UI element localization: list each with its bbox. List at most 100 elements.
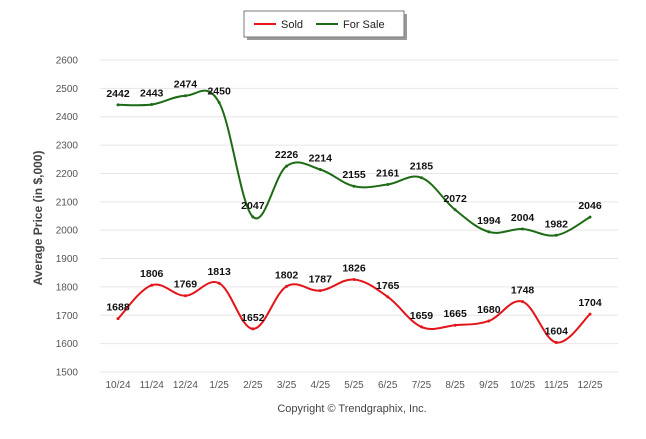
data-point-sold-3-25 bbox=[285, 284, 289, 288]
y-tick-label-2300: 2300 bbox=[56, 141, 79, 152]
y-axis-title: Average Price (in $,000) bbox=[31, 151, 45, 286]
x-tick-label-12-25: 12/25 bbox=[577, 380, 602, 391]
x-tick-label-11-25: 11/25 bbox=[544, 380, 569, 391]
data-point-for-sale-4-25 bbox=[318, 167, 322, 171]
data-label-sold-3-25: 1802 bbox=[275, 269, 299, 281]
x-tick-label-8-25: 8/25 bbox=[445, 380, 465, 391]
data-point-sold-1-25 bbox=[217, 281, 221, 285]
x-tick-label-10-24: 10/24 bbox=[105, 380, 130, 391]
legend: Sold For Sale bbox=[243, 10, 407, 40]
y-tick-label-2000: 2000 bbox=[56, 226, 79, 237]
data-point-for-sale-7-25 bbox=[419, 176, 423, 180]
data-point-for-sale-3-25 bbox=[285, 164, 289, 168]
y-tick-label-2500: 2500 bbox=[56, 84, 79, 95]
y-tick-label-2200: 2200 bbox=[56, 169, 79, 180]
data-point-for-sale-12-25 bbox=[588, 215, 592, 219]
data-point-for-sale-12-24 bbox=[183, 94, 187, 98]
data-point-for-sale-10-24 bbox=[116, 103, 120, 107]
data-label-for-sale-10-24: 2442 bbox=[106, 88, 130, 100]
x-tick-label-9-25: 9/25 bbox=[479, 380, 499, 391]
data-label-for-sale-6-25: 2161 bbox=[376, 168, 400, 180]
data-label-sold-1-25: 1813 bbox=[207, 266, 231, 278]
data-point-sold-11-24 bbox=[150, 283, 154, 287]
series-line-for-sale bbox=[117, 89, 591, 237]
data-label-for-sale-3-25: 2226 bbox=[275, 149, 299, 161]
x-tick-label-2-25: 2/25 bbox=[243, 380, 263, 391]
data-label-sold-11-24: 1806 bbox=[140, 268, 164, 280]
data-label-sold-12-25: 1704 bbox=[578, 297, 602, 309]
data-label-for-sale-1-25: 2450 bbox=[207, 86, 231, 98]
x-tick-label-5-25: 5/25 bbox=[344, 380, 364, 391]
data-point-sold-6-25 bbox=[386, 295, 390, 299]
data-label-sold-7-25: 1659 bbox=[410, 310, 434, 322]
data-point-for-sale-11-25 bbox=[554, 233, 558, 237]
data-point-for-sale-8-25 bbox=[453, 208, 457, 212]
x-tick-label-10-25: 10/25 bbox=[510, 380, 535, 391]
x-tick-label-6-25: 6/25 bbox=[378, 380, 398, 391]
y-tick-label-2400: 2400 bbox=[56, 112, 79, 123]
data-label-for-sale-9-25: 1994 bbox=[477, 215, 501, 227]
y-tick-label-1600: 1600 bbox=[56, 339, 79, 350]
data-label-sold-10-25: 1748 bbox=[511, 285, 535, 297]
data-label-for-sale-2-25: 2047 bbox=[241, 200, 265, 212]
data-label-for-sale-5-25: 2155 bbox=[342, 169, 366, 181]
data-point-sold-10-25 bbox=[521, 300, 525, 304]
data-point-sold-11-25 bbox=[554, 341, 558, 345]
data-label-for-sale-8-25: 2072 bbox=[443, 193, 467, 205]
data-point-sold-12-24 bbox=[183, 294, 187, 298]
copyright-footer: Copyright © Trendgraphix, Inc. bbox=[277, 403, 426, 415]
data-point-for-sale-5-25 bbox=[352, 184, 356, 188]
series-lines bbox=[116, 89, 592, 345]
data-point-for-sale-9-25 bbox=[487, 230, 491, 234]
x-tick-label-4-25: 4/25 bbox=[311, 380, 331, 391]
legend-label-sold: Sold bbox=[281, 19, 303, 31]
data-label-sold-12-24: 1769 bbox=[174, 279, 198, 291]
data-label-for-sale-11-25: 1982 bbox=[545, 218, 569, 230]
x-axis-ticks: 10/24 11/24 12/24 1/25 2/25 3/25 4/25 5/25 6/25 7… bbox=[105, 380, 602, 391]
data-point-sold-9-25 bbox=[487, 319, 491, 323]
data-label-for-sale-10-25: 2004 bbox=[511, 212, 535, 224]
data-label-sold-10-24: 1688 bbox=[106, 302, 130, 314]
data-point-sold-10-24 bbox=[116, 317, 120, 321]
x-tick-label-11-24: 11/24 bbox=[140, 380, 165, 391]
y-tick-label-2600: 2600 bbox=[56, 56, 79, 67]
x-tick-label-1-25: 1/25 bbox=[209, 380, 229, 391]
data-point-sold-12-25 bbox=[588, 312, 592, 316]
data-label-sold-6-25: 1765 bbox=[376, 280, 400, 292]
data-label-sold-8-25: 1665 bbox=[443, 308, 467, 320]
y-tick-label-1700: 1700 bbox=[56, 311, 79, 322]
data-point-sold-8-25 bbox=[453, 323, 457, 327]
data-label-sold-5-25: 1826 bbox=[342, 263, 366, 275]
data-point-sold-2-25 bbox=[251, 327, 255, 331]
data-point-for-sale-11-24 bbox=[150, 103, 154, 107]
y-tick-label-1500: 1500 bbox=[56, 368, 79, 379]
data-label-sold-4-25: 1787 bbox=[309, 274, 333, 286]
data-label-for-sale-7-25: 2185 bbox=[410, 161, 434, 173]
data-point-for-sale-10-25 bbox=[521, 227, 525, 231]
data-label-for-sale-12-24: 2474 bbox=[174, 79, 198, 91]
data-point-for-sale-2-25 bbox=[251, 215, 255, 219]
y-tick-label-1900: 1900 bbox=[56, 254, 79, 265]
data-point-for-sale-1-25 bbox=[217, 101, 221, 105]
x-tick-label-7-25: 7/25 bbox=[412, 380, 432, 391]
data-label-sold-2-25: 1652 bbox=[241, 312, 265, 324]
y-tick-label-1800: 1800 bbox=[56, 282, 79, 293]
y-axis-ticks: 1500 1600 1700 1800 1900 2000 2100 2200 2300 2400… bbox=[56, 56, 79, 379]
data-point-sold-5-25 bbox=[352, 278, 356, 282]
gridlines bbox=[100, 59, 618, 373]
data-label-for-sale-11-24: 2443 bbox=[140, 88, 164, 100]
data-point-for-sale-6-25 bbox=[386, 183, 390, 187]
x-tick-label-3-25: 3/25 bbox=[277, 380, 297, 391]
y-tick-label-2100: 2100 bbox=[56, 197, 79, 208]
data-label-sold-9-25: 1680 bbox=[477, 304, 501, 316]
data-label-for-sale-4-25: 2214 bbox=[309, 152, 333, 164]
data-label-for-sale-12-25: 2046 bbox=[578, 200, 602, 212]
data-labels: 1688 1806 1769 1813 1652 1802 1787 1826 1765 1659… bbox=[106, 79, 602, 338]
data-label-sold-11-25: 1604 bbox=[545, 326, 569, 338]
data-point-sold-4-25 bbox=[318, 289, 322, 293]
data-point-sold-7-25 bbox=[419, 325, 423, 329]
x-tick-label-12-24: 12/24 bbox=[173, 380, 198, 391]
legend-label-for-sale: For Sale bbox=[343, 19, 385, 31]
